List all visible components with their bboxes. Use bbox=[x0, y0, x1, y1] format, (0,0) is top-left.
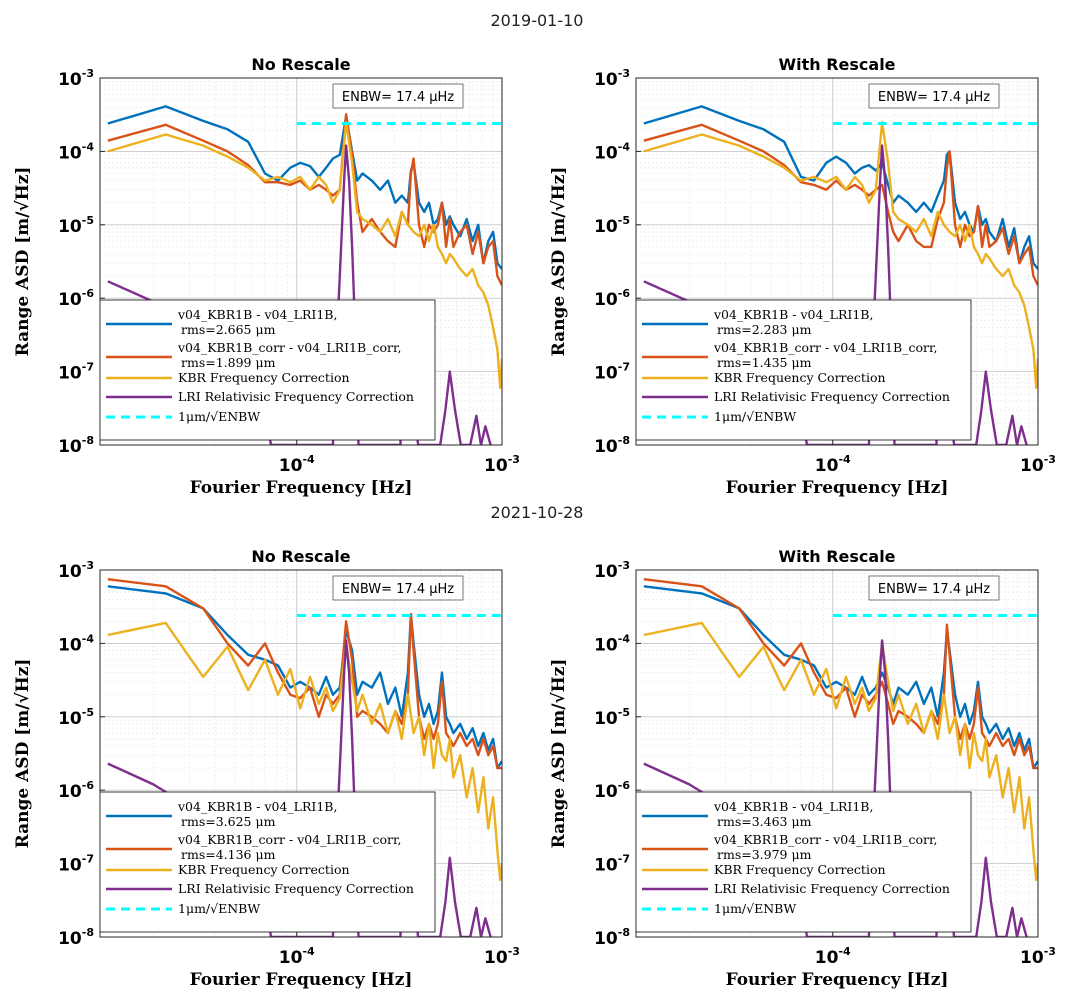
series-line-3 bbox=[643, 120, 1038, 390]
x-tick-label: 10-3 bbox=[484, 453, 520, 476]
y-axis-label: Range ASD [m/√Hz] bbox=[13, 659, 33, 849]
axes-box bbox=[99, 77, 503, 446]
y-tick-label: 10-6 bbox=[594, 287, 630, 310]
legend: v04_KBR1B - v04_LRI1B, rms=3.625 μmv04_KB… bbox=[99, 791, 436, 933]
legend-label-2: v04_KBR1B_corr - v04_LRI1B_corr, rms=1.43… bbox=[713, 340, 938, 370]
y-tick-label: 10-3 bbox=[594, 559, 630, 582]
axes-box bbox=[635, 569, 1039, 938]
panel-3: 10-8 10-7 10-6 10-5 10-4 10-3 10-4 10-3 No Resca… bbox=[13, 547, 520, 990]
y-tick-label: 10-3 bbox=[58, 67, 94, 90]
enbw-text: ENBW= 17.4 μHz bbox=[878, 90, 990, 105]
y-tick-label: 10-4 bbox=[594, 632, 630, 655]
y-tick-label: 10-5 bbox=[594, 214, 630, 237]
legend-label-1: v04_KBR1B - v04_LRI1B, rms=3.463 μm bbox=[713, 799, 873, 829]
y-tick-label: 10-4 bbox=[58, 140, 94, 163]
y-tick-label: 10-3 bbox=[58, 559, 94, 582]
legend-label-1: v04_KBR1B - v04_LRI1B, rms=2.665 μm bbox=[177, 307, 337, 337]
y-axis-label: Range ASD [m/√Hz] bbox=[549, 167, 569, 357]
enbw-text: ENBW= 17.4 μHz bbox=[342, 582, 454, 597]
y-tick-label: 10-6 bbox=[58, 779, 94, 802]
y-axis-label: Range ASD [m/√Hz] bbox=[13, 167, 33, 357]
series-line-1 bbox=[107, 105, 502, 270]
series-line-2 bbox=[643, 123, 1038, 286]
enbw-text: ENBW= 17.4 μHz bbox=[878, 582, 990, 597]
legend-label-3: KBR Frequency Correction bbox=[714, 862, 886, 877]
row-title-top: 2019-01-10 bbox=[491, 11, 584, 30]
y-tick-label: 10-4 bbox=[58, 632, 94, 655]
enbw-text: ENBW= 17.4 μHz bbox=[342, 90, 454, 105]
y-tick-label: 10-3 bbox=[594, 67, 630, 90]
axes-box bbox=[635, 77, 1039, 446]
panel-title: No Rescale bbox=[251, 547, 350, 566]
panel-2: 10-8 10-7 10-6 10-5 10-4 10-3 10-4 10-3 With Res… bbox=[549, 55, 1056, 498]
panel-4: 10-8 10-7 10-6 10-5 10-4 10-3 10-4 10-3 With Res… bbox=[549, 547, 1056, 990]
y-tick-label: 10-6 bbox=[58, 287, 94, 310]
x-tick-label: 10-4 bbox=[279, 945, 315, 968]
legend-label-2: v04_KBR1B_corr - v04_LRI1B_corr, rms=1.89… bbox=[177, 340, 402, 370]
legend-label-5: 1μm/√ENBW bbox=[714, 901, 796, 916]
series-line-2 bbox=[107, 578, 502, 770]
series-line-3 bbox=[643, 621, 1038, 882]
x-axis-label: Fourier Frequency [Hz] bbox=[726, 478, 949, 498]
legend-label-1: v04_KBR1B - v04_LRI1B, rms=3.625 μm bbox=[177, 799, 337, 829]
row-title-bottom: 2021-10-28 bbox=[491, 503, 584, 522]
y-tick-label: 10-7 bbox=[58, 361, 94, 384]
legend-label-2: v04_KBR1B_corr - v04_LRI1B_corr, rms=3.97… bbox=[713, 832, 938, 862]
y-tick-label: 10-8 bbox=[594, 434, 630, 457]
legend-label-3: KBR Frequency Correction bbox=[178, 862, 350, 877]
y-tick-label: 10-8 bbox=[594, 926, 630, 949]
legend-label-3: KBR Frequency Correction bbox=[178, 370, 350, 385]
x-tick-label: 10-4 bbox=[815, 945, 851, 968]
y-tick-label: 10-5 bbox=[58, 706, 94, 729]
legend-label-5: 1μm/√ENBW bbox=[178, 409, 260, 424]
legend-label-5: 1μm/√ENBW bbox=[178, 901, 260, 916]
legend-label-5: 1μm/√ENBW bbox=[714, 409, 796, 424]
y-axis-label: Range ASD [m/√Hz] bbox=[549, 659, 569, 849]
x-tick-label: 10-4 bbox=[279, 453, 315, 476]
series-line-1 bbox=[643, 105, 1038, 270]
y-tick-label: 10-5 bbox=[58, 214, 94, 237]
y-tick-label: 10-7 bbox=[594, 361, 630, 384]
y-tick-label: 10-8 bbox=[58, 434, 94, 457]
panel-1: 10-8 10-7 10-6 10-5 10-4 10-3 10-4 10-3 No Resca… bbox=[13, 55, 520, 498]
legend: v04_KBR1B - v04_LRI1B, rms=2.283 μmv04_KB… bbox=[635, 299, 972, 441]
y-tick-label: 10-4 bbox=[594, 140, 630, 163]
enbw-annotation: ENBW= 17.4 μHz bbox=[868, 83, 1000, 109]
enbw-annotation: ENBW= 17.4 μHz bbox=[332, 575, 464, 601]
series-line-1 bbox=[643, 585, 1038, 770]
y-tick-label: 10-6 bbox=[594, 779, 630, 802]
series-line-2 bbox=[643, 578, 1038, 770]
y-tick-label: 10-8 bbox=[58, 926, 94, 949]
panel-title: No Rescale bbox=[251, 55, 350, 74]
series-line-3 bbox=[107, 621, 502, 882]
legend-label-4: LRI Relativisic Frequency Correction bbox=[714, 881, 950, 896]
legend-label-4: LRI Relativisic Frequency Correction bbox=[714, 389, 950, 404]
series-line-2 bbox=[107, 113, 502, 286]
x-tick-label: 10-3 bbox=[1020, 945, 1056, 968]
series-line-3 bbox=[107, 120, 502, 390]
legend: v04_KBR1B - v04_LRI1B, rms=3.463 μmv04_KB… bbox=[635, 791, 972, 933]
x-tick-label: 10-3 bbox=[1020, 453, 1056, 476]
x-axis-label: Fourier Frequency [Hz] bbox=[190, 970, 413, 990]
legend-label-4: LRI Relativisic Frequency Correction bbox=[178, 881, 414, 896]
legend-label-1: v04_KBR1B - v04_LRI1B, rms=2.283 μm bbox=[713, 307, 873, 337]
panel-title: With Rescale bbox=[778, 55, 895, 74]
x-axis-label: Fourier Frequency [Hz] bbox=[190, 478, 413, 498]
y-tick-label: 10-7 bbox=[594, 853, 630, 876]
enbw-annotation: ENBW= 17.4 μHz bbox=[868, 575, 1000, 601]
legend-label-2: v04_KBR1B_corr - v04_LRI1B_corr, rms=4.13… bbox=[177, 832, 402, 862]
legend: v04_KBR1B - v04_LRI1B, rms=2.665 μmv04_KB… bbox=[99, 299, 436, 441]
x-tick-label: 10-3 bbox=[484, 945, 520, 968]
axes-box bbox=[99, 569, 503, 938]
legend-label-4: LRI Relativisic Frequency Correction bbox=[178, 389, 414, 404]
panel-title: With Rescale bbox=[778, 547, 895, 566]
x-tick-label: 10-4 bbox=[815, 453, 851, 476]
enbw-annotation: ENBW= 17.4 μHz bbox=[332, 83, 464, 109]
x-axis-label: Fourier Frequency [Hz] bbox=[726, 970, 949, 990]
series-line-1 bbox=[107, 585, 502, 770]
legend-label-3: KBR Frequency Correction bbox=[714, 370, 886, 385]
y-tick-label: 10-5 bbox=[594, 706, 630, 729]
y-tick-label: 10-7 bbox=[58, 853, 94, 876]
